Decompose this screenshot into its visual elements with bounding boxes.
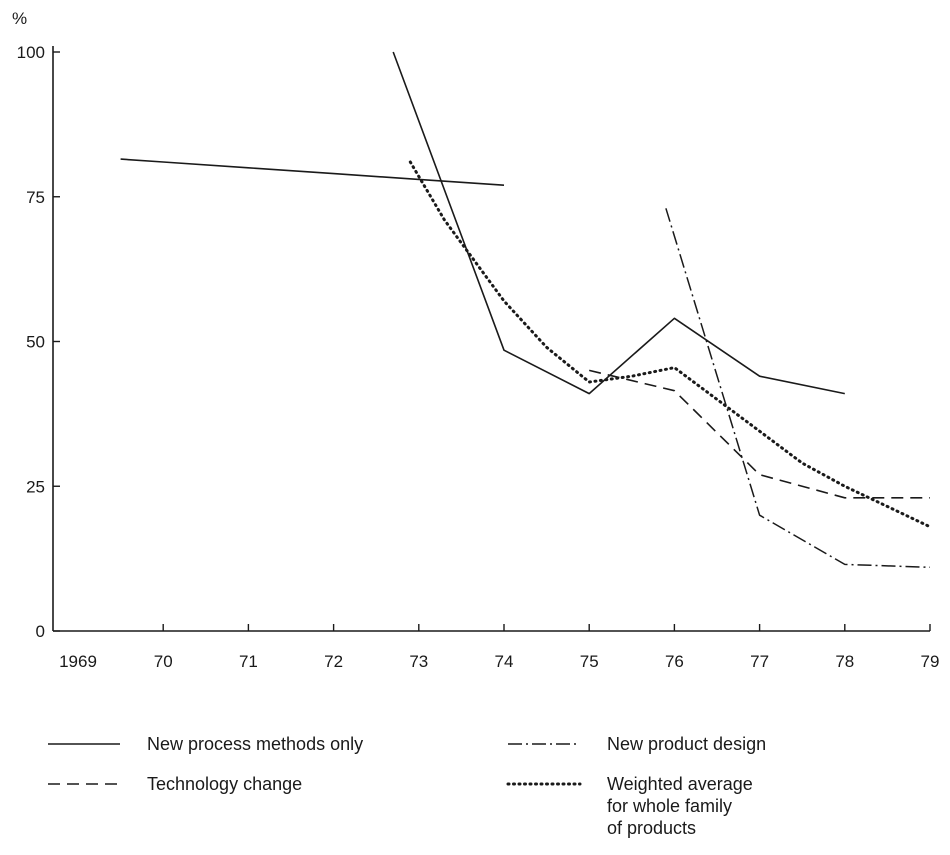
y-tick-label: 0: [36, 622, 45, 641]
legend-label: of products: [607, 818, 696, 838]
x-tick-label: 73: [409, 652, 428, 671]
x-tick-label: 75: [580, 652, 599, 671]
series-line-product: [665, 208, 931, 569]
x-tick-label: 72: [324, 652, 343, 671]
legend-item-product: New product design: [508, 734, 766, 754]
x-tick-label: 71: [239, 652, 258, 671]
series-line-process-late: [392, 51, 845, 395]
x-tick-label: 79: [921, 652, 940, 671]
ticks: 0 25 50 75 100 1969 70 71 72 73 74 75 76 77 78 79: [17, 43, 940, 671]
x-tick-label: 1969: [59, 652, 97, 671]
legend: New process methods only Technology chang…: [48, 734, 766, 838]
x-tick-label: 70: [154, 652, 173, 671]
series-line-weighted: [408, 160, 932, 529]
legend-label: Weighted average: [607, 774, 753, 794]
y-axis-title: %: [12, 9, 27, 28]
legend-label: for whole family: [607, 796, 732, 816]
legend-item-technology: Technology change: [48, 774, 302, 794]
legend-item-process: New process methods only: [48, 734, 363, 754]
legend-label: New process methods only: [147, 734, 363, 754]
x-tick-label: 74: [495, 652, 514, 671]
legend-label: New product design: [607, 734, 766, 754]
y-tick-label: 100: [17, 43, 45, 62]
x-tick-label: 77: [750, 652, 769, 671]
y-tick-label: 25: [26, 477, 45, 496]
y-tick-label: 50: [26, 333, 45, 352]
series-layer: [120, 51, 932, 569]
y-tick-label: 75: [26, 188, 45, 207]
axes: %: [12, 9, 930, 632]
series-line-process-early: [120, 158, 505, 186]
x-tick-label: 78: [835, 652, 854, 671]
legend-label: Technology change: [147, 774, 302, 794]
x-tick-label: 76: [665, 652, 684, 671]
series-line-technology: [589, 369, 930, 499]
